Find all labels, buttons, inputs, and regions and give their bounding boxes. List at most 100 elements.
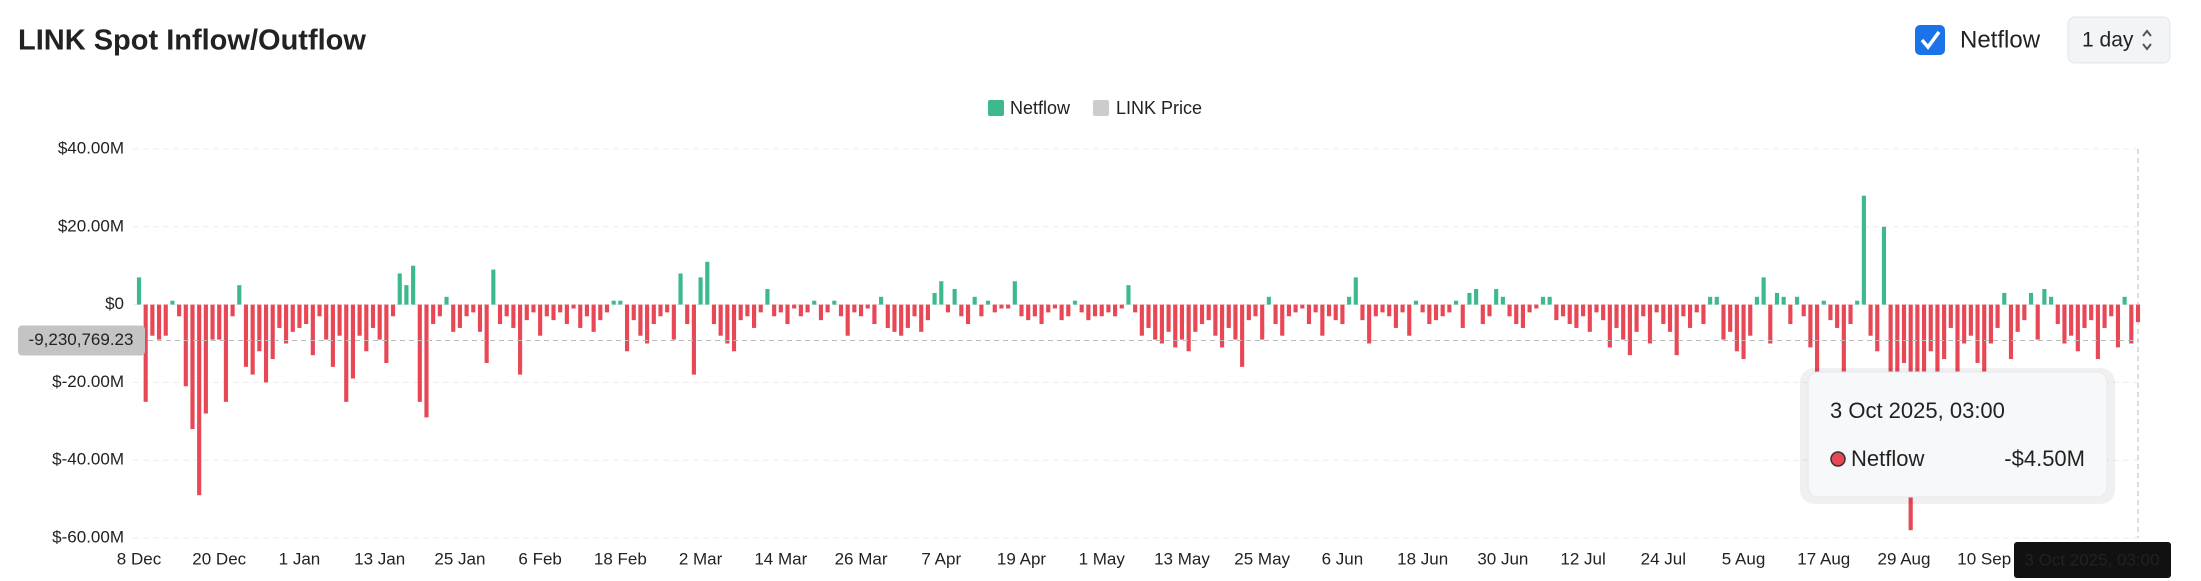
bar bbox=[1614, 304, 1619, 328]
bar bbox=[2028, 292, 2034, 305]
bar bbox=[310, 304, 315, 356]
bar bbox=[1119, 304, 1124, 309]
bar bbox=[1594, 304, 1599, 313]
bar bbox=[1026, 304, 1031, 321]
bar bbox=[1320, 304, 1325, 336]
bar bbox=[1253, 304, 1258, 317]
bar bbox=[284, 304, 289, 344]
bar bbox=[1367, 304, 1372, 344]
bar bbox=[1815, 304, 1820, 422]
bar bbox=[1186, 304, 1191, 352]
bar bbox=[1554, 304, 1559, 321]
bar bbox=[1641, 304, 1646, 317]
bar bbox=[979, 304, 984, 317]
x-tick-label: 7 Apr bbox=[921, 549, 961, 568]
interval-label: 1 day bbox=[2082, 29, 2134, 52]
bar bbox=[792, 304, 797, 309]
bar bbox=[1380, 304, 1385, 313]
bar bbox=[1012, 281, 1017, 305]
bar bbox=[397, 273, 402, 305]
bar bbox=[1106, 304, 1111, 313]
crosshair-label: -9,230,769.23 bbox=[29, 330, 134, 349]
bar bbox=[190, 304, 195, 430]
bar bbox=[1092, 304, 1098, 317]
bar bbox=[591, 304, 596, 332]
bar bbox=[1761, 277, 1766, 305]
legend-label[interactable]: Netflow bbox=[1010, 98, 1071, 118]
bar bbox=[377, 304, 382, 340]
checkbox-label: Netflow bbox=[1960, 26, 2041, 53]
bar bbox=[1848, 304, 1853, 325]
bar bbox=[1393, 304, 1398, 328]
bar bbox=[885, 304, 890, 328]
bar bbox=[491, 269, 496, 305]
bar bbox=[1373, 304, 1378, 317]
bar bbox=[511, 304, 516, 328]
y-tick-label: $-20.00M bbox=[52, 372, 124, 391]
bar bbox=[1601, 304, 1606, 321]
bar bbox=[384, 304, 389, 363]
bar bbox=[992, 304, 997, 313]
bar bbox=[1046, 304, 1051, 313]
bar bbox=[344, 304, 349, 402]
y-tick-label: $0 bbox=[105, 294, 124, 313]
bar bbox=[1447, 304, 1452, 313]
x-tick-label: 1 Jan bbox=[279, 549, 321, 568]
x-tick-label: 30 Jun bbox=[1477, 549, 1528, 568]
bar bbox=[1868, 304, 1873, 336]
bar bbox=[558, 304, 563, 313]
bar bbox=[1667, 304, 1673, 332]
bar bbox=[952, 289, 957, 305]
bar bbox=[1413, 300, 1419, 305]
bar bbox=[136, 277, 142, 305]
x-tick-label: 29 Aug bbox=[1878, 549, 1931, 568]
bar bbox=[845, 304, 850, 336]
bar bbox=[738, 304, 743, 321]
bar bbox=[772, 304, 777, 317]
x-tick-label: 8 Dec bbox=[117, 549, 162, 568]
legend-label[interactable]: LINK Price bbox=[1116, 98, 1202, 118]
bar bbox=[678, 273, 683, 305]
bar bbox=[324, 304, 329, 340]
bar bbox=[1360, 304, 1365, 321]
checkbox[interactable] bbox=[1915, 25, 1945, 55]
bar bbox=[497, 304, 503, 325]
bar bbox=[263, 304, 269, 383]
bar bbox=[945, 304, 951, 313]
bar bbox=[257, 304, 262, 352]
bar bbox=[1674, 304, 1679, 356]
crosshair-label-box bbox=[18, 325, 145, 356]
bar bbox=[1273, 304, 1278, 325]
bar bbox=[1647, 304, 1653, 344]
bar bbox=[1540, 296, 1546, 305]
bar bbox=[1708, 296, 1713, 305]
bar bbox=[1587, 304, 1592, 332]
bar bbox=[1039, 304, 1044, 325]
bar bbox=[177, 304, 182, 317]
bar bbox=[651, 304, 656, 325]
interval-select[interactable] bbox=[2067, 16, 2171, 64]
bar bbox=[1754, 296, 1759, 305]
bar bbox=[1240, 304, 1245, 367]
bar bbox=[1306, 304, 1312, 325]
bar bbox=[965, 304, 971, 325]
bar bbox=[685, 304, 690, 325]
bar bbox=[457, 304, 462, 328]
bar bbox=[624, 304, 630, 352]
bar bbox=[1547, 296, 1552, 305]
bar bbox=[518, 304, 523, 375]
bar bbox=[1774, 292, 1780, 305]
bar bbox=[598, 304, 603, 321]
bar bbox=[939, 281, 944, 305]
bar bbox=[1921, 304, 1927, 375]
bar bbox=[925, 304, 930, 321]
bar bbox=[1901, 304, 1907, 363]
y-tick-label: $-40.00M bbox=[52, 450, 124, 469]
bar bbox=[645, 304, 650, 344]
bar bbox=[1226, 304, 1231, 328]
bar bbox=[986, 300, 991, 305]
bar bbox=[1460, 304, 1465, 328]
bar bbox=[1340, 304, 1345, 325]
bar bbox=[2135, 304, 2141, 323]
bar bbox=[2062, 304, 2067, 344]
